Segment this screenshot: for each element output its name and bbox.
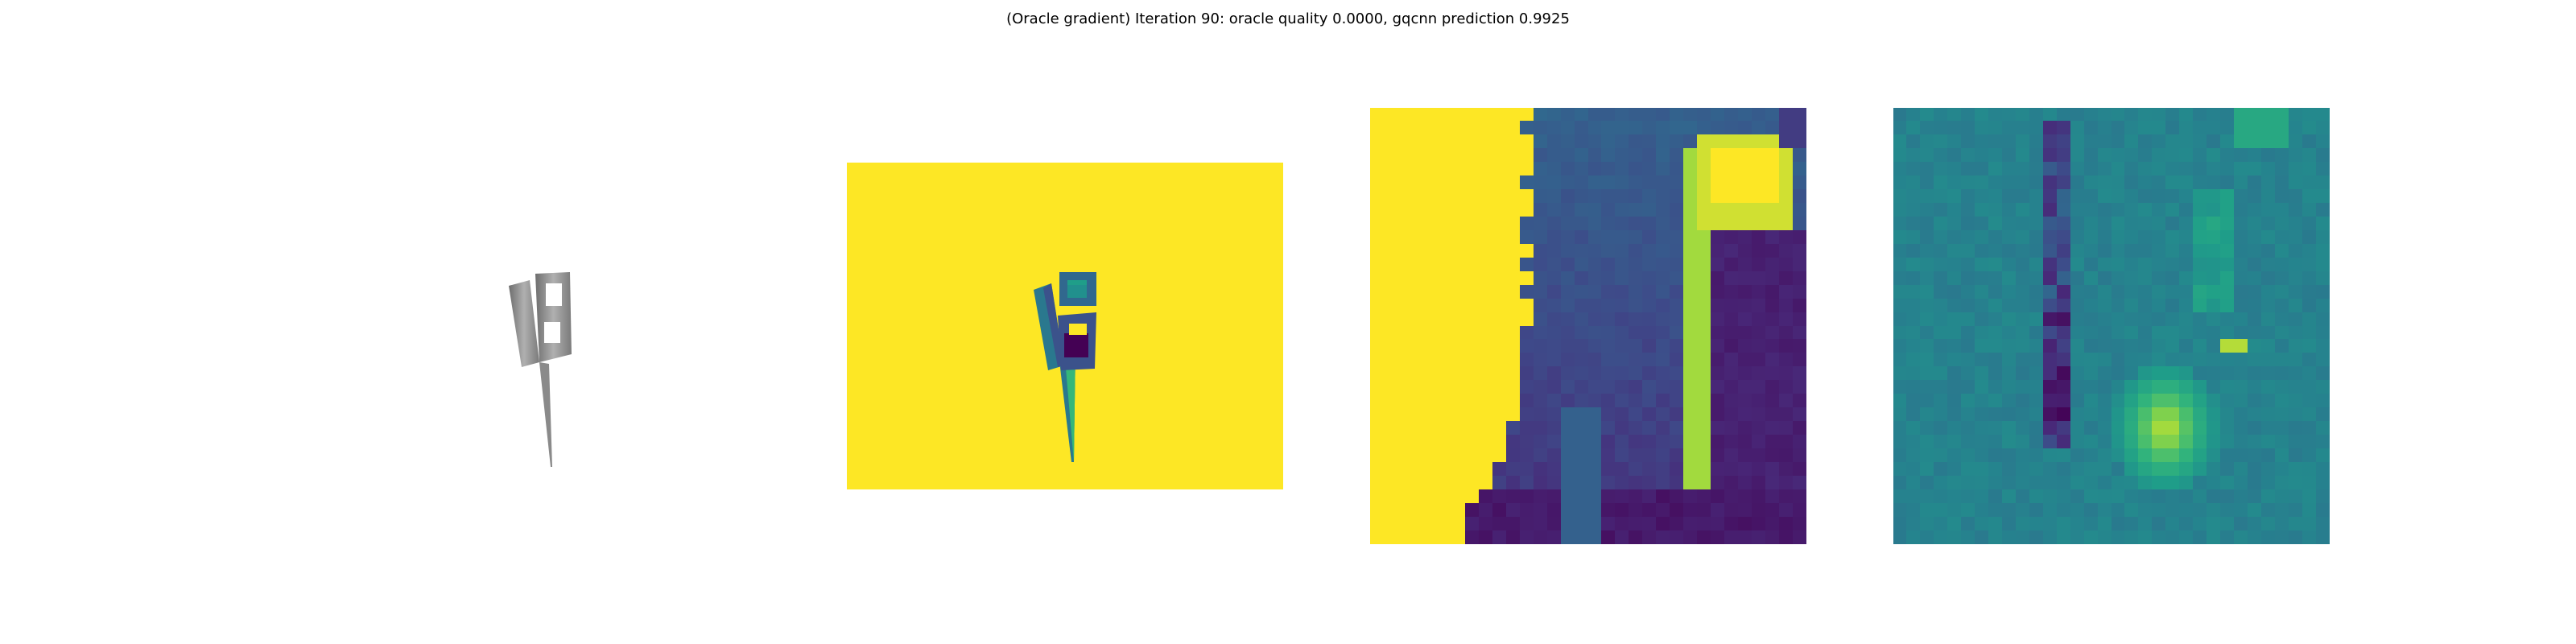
rendered-object-image xyxy=(509,272,572,467)
depth-crop-image xyxy=(1370,108,1806,544)
figure-title: (Oracle gradient) Iteration 90: oracle q… xyxy=(1006,10,1570,27)
depth-image xyxy=(847,163,1283,489)
oracle-gradient-image xyxy=(1893,108,2330,544)
oracle-gradient-panel xyxy=(1893,108,2330,544)
rendered-object-panel xyxy=(419,242,612,499)
depth-image-panel xyxy=(847,163,1283,489)
depth-crop-panel xyxy=(1370,108,1806,544)
